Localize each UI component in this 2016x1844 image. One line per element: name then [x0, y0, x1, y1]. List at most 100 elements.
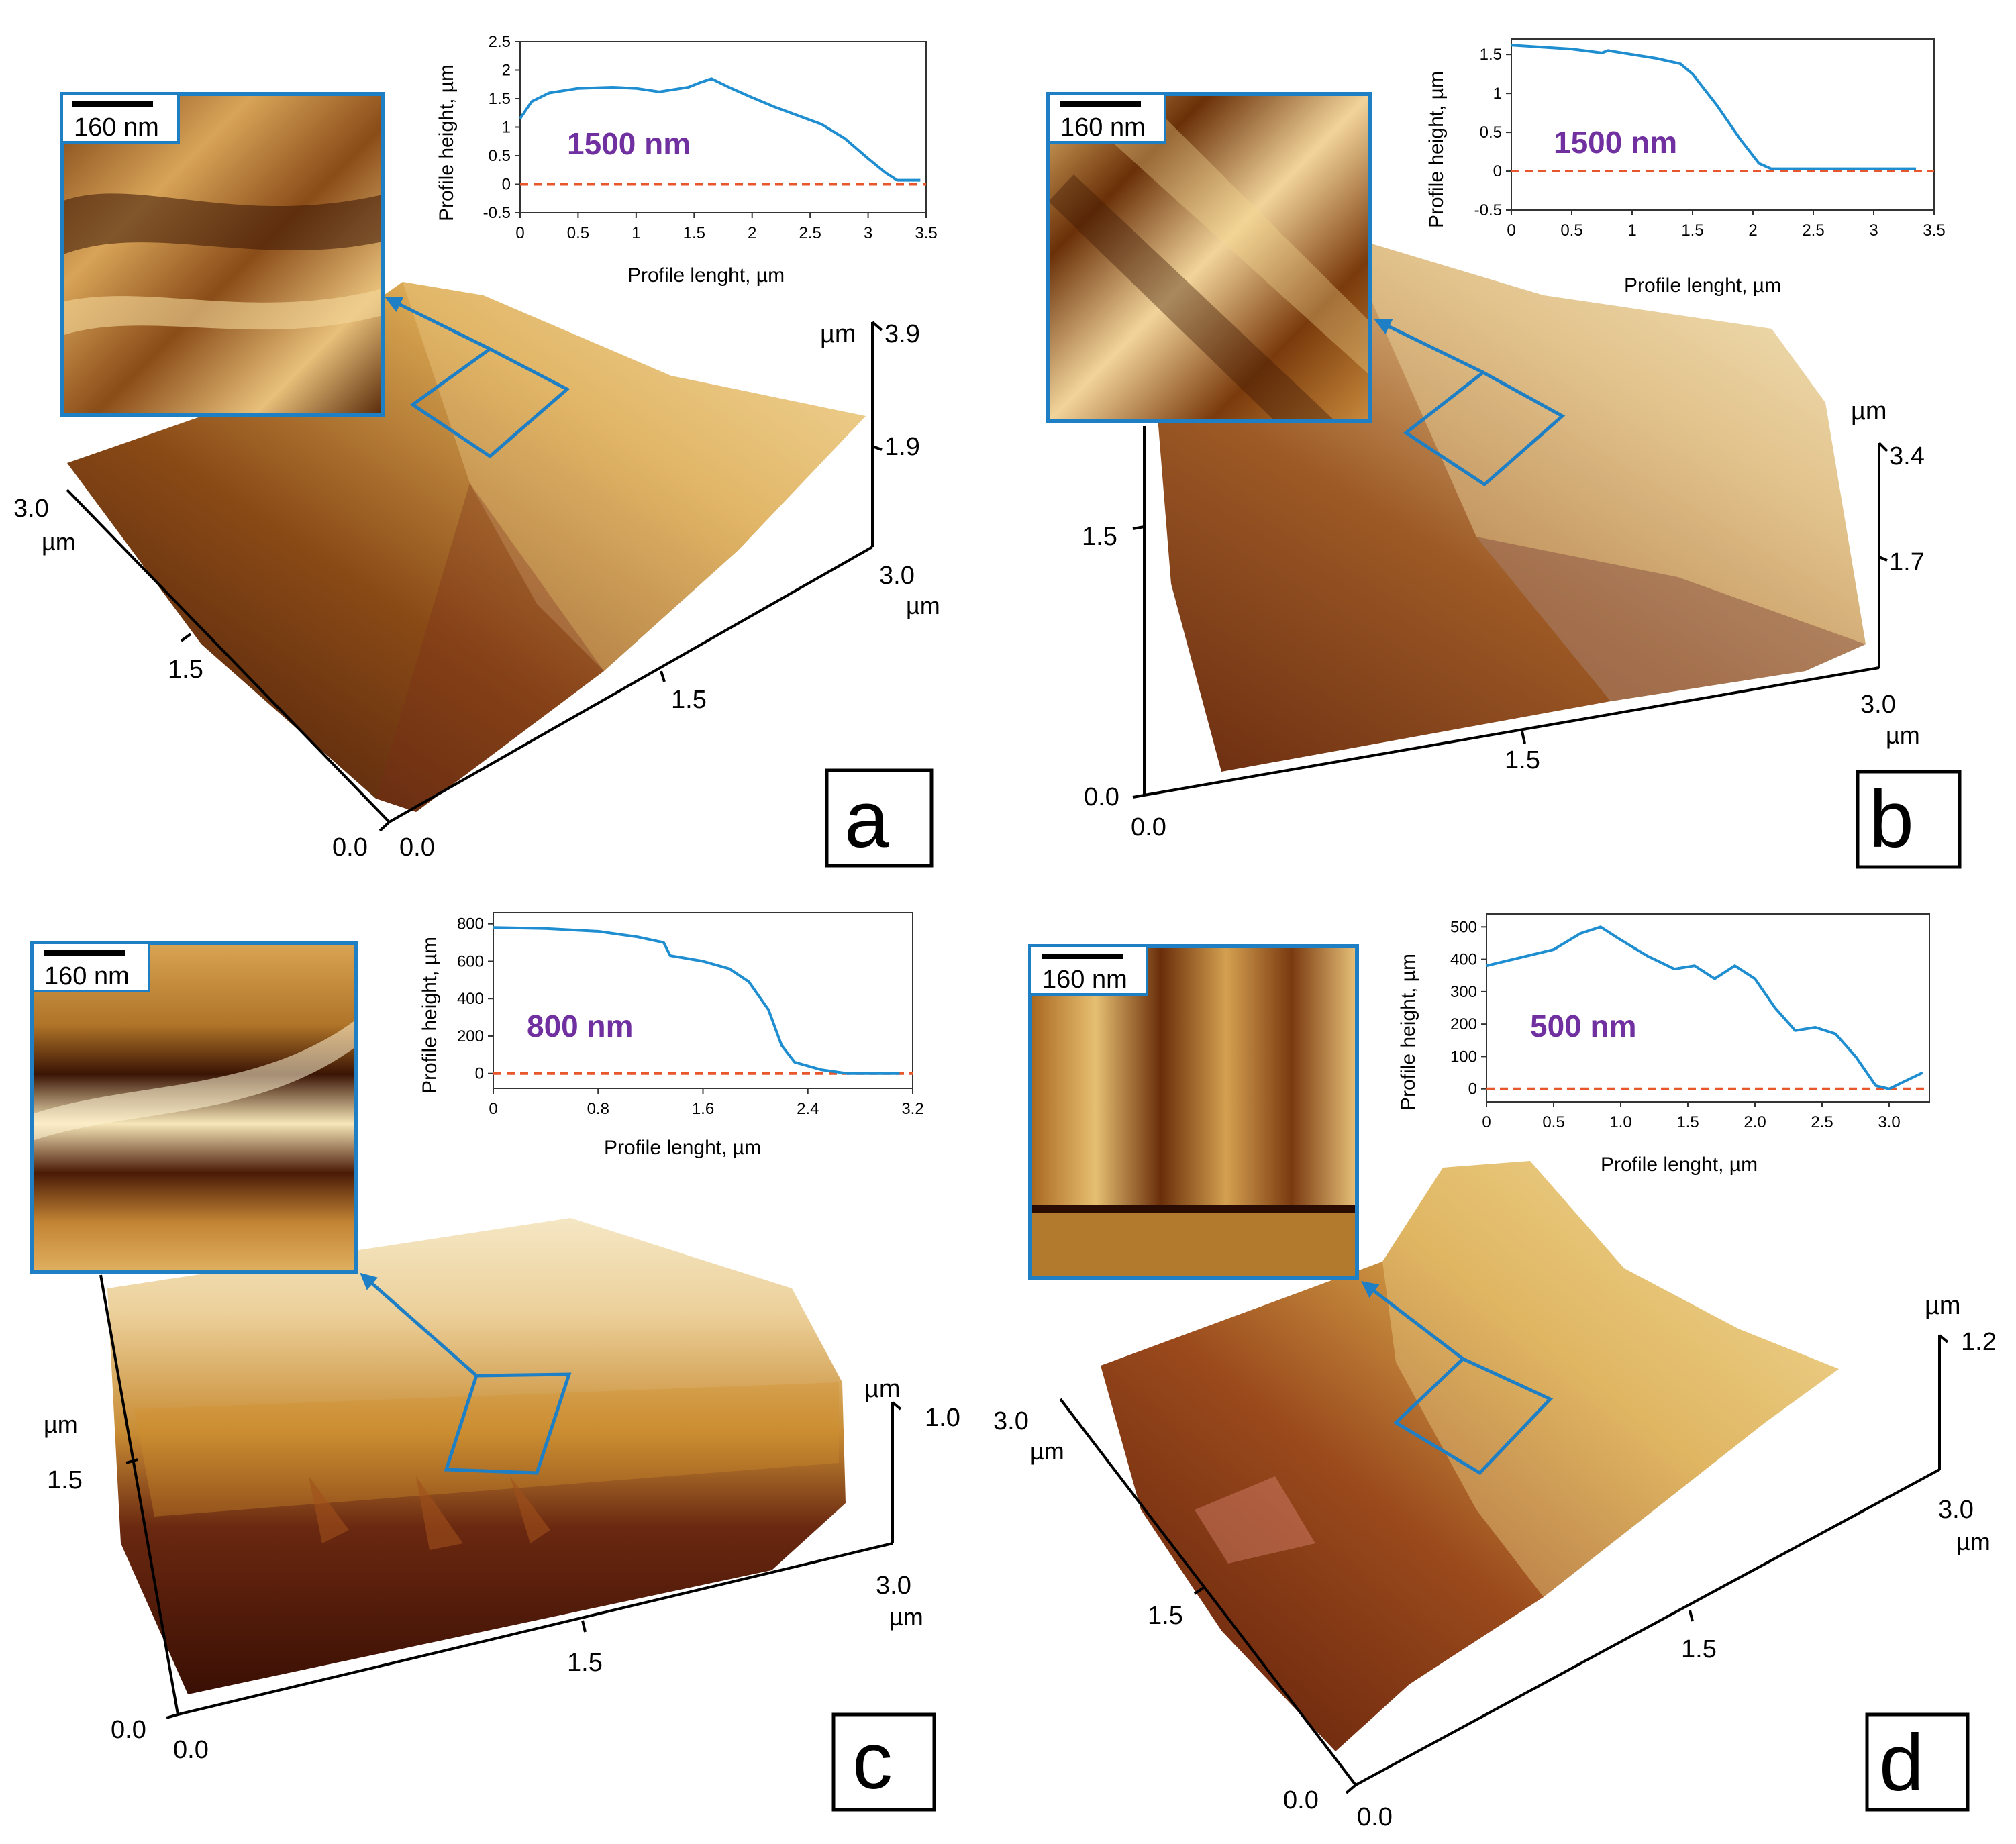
y-axis-label-a: Profile height, µm [436, 64, 458, 221]
x-tick-label-a: 0 [515, 224, 524, 242]
afm-surface-d [1101, 1161, 1839, 1751]
x-zero-a: 0.0 [399, 833, 435, 862]
x-tick-label-a: 0.5 [567, 224, 589, 242]
step-height-label-c: 800 nm [527, 1009, 634, 1043]
scale-bar-label-a: 160 nm [74, 113, 159, 142]
chart-c: 0 0.8 1.6 2.4 3.2 0 200 400 600 800 800 nm Profil… [419, 912, 924, 1159]
inset-image-a [62, 94, 383, 415]
x-end-a: 3.0 [879, 562, 915, 590]
inset-d: 160 nm [1028, 944, 1554, 1476]
chart-d: 0 0.5 1.0 1.5 2.0 2.5 3.0 0 100 200 300 400 500 500 … [1397, 913, 1930, 1176]
panel-b: µm 3.4 1.7 3.0 µm 1.5 1.5 0.0 0.0 160 nm… [1046, 38, 1962, 869]
x-zero-d: 0.0 [1357, 1803, 1393, 1831]
x-tick-label-b: 2 [1748, 221, 1757, 240]
panel-label-a: a [844, 774, 889, 864]
z-mid-b: 1.7 [1889, 548, 1925, 576]
panel-label-d: d [1879, 1718, 1924, 1808]
y-unit-a: µm [42, 528, 76, 556]
y-zero-c: 0.0 [111, 1716, 146, 1744]
scale-bar-label-c: 160 nm [44, 962, 130, 990]
profile-series-line-d [1486, 925, 1923, 1090]
scale-bar-label-b: 160 nm [1060, 113, 1146, 142]
y-tick-label-c: 800 [457, 915, 484, 933]
x-unit-d: µm [1956, 1528, 1990, 1555]
x-tick-label-d: 2.5 [1811, 1113, 1833, 1131]
x-unit-b: µm [1886, 721, 1920, 749]
y-unit-c: µm [44, 1411, 78, 1438]
y-zero-a: 0.0 [332, 833, 368, 862]
scale-bar-label-d: 160 nm [1042, 966, 1127, 994]
y-tick-label-b: -0.5 [1474, 201, 1502, 219]
y-tick-label-d: 200 [1450, 1015, 1477, 1033]
x-tick-label-c: 3.2 [901, 1100, 923, 1118]
x-tick-label-c: 2.4 [797, 1100, 819, 1118]
y-tick-label-d: 0 [1468, 1080, 1477, 1098]
x-end-c: 3.0 [876, 1572, 911, 1600]
y-zero-b: 0.0 [1084, 783, 1119, 811]
chart-b: 0 0.5 1 1.5 2 2.5 3 3.5 -0.5 0 0.5 1 1.5 1500 nm Pro… [1425, 38, 1946, 297]
afm-surface-c [107, 1218, 846, 1694]
y-mid-d: 1.5 [1148, 1602, 1183, 1630]
profile-series-line-b [1511, 44, 1916, 170]
y-tick-label-a: 1.5 [489, 90, 511, 108]
x-axis-label-b: Profile lenght, µm [1624, 274, 1781, 297]
y-tick-label-a: -0.5 [483, 204, 511, 222]
x-axis-label-a: Profile lenght, µm [627, 264, 785, 287]
x-tick-label-a: 2.5 [799, 224, 821, 242]
profile-series-line-c [493, 926, 900, 1075]
x-tick-label-c: 0 [489, 1100, 497, 1118]
x-tick-label-a: 1.5 [683, 224, 705, 242]
x-mid-c: 1.5 [567, 1649, 603, 1677]
x-tick-label-b: 3.5 [1923, 221, 1945, 240]
y-axis-label-b: Profile height, µm [1425, 71, 1448, 228]
axes-3d-a: µm 3.9 1.9 3.0 µm 1.5 0.0 3.0 µm 1.5 0.0 [13, 320, 940, 862]
selection-box-c [444, 1372, 572, 1475]
axes-3d-b: µm 3.4 1.7 3.0 µm 1.5 1.5 0.0 0.0 [1082, 397, 1925, 841]
x-tick-label-d: 0.5 [1542, 1113, 1564, 1131]
y-tick-label-c: 0 [475, 1065, 484, 1083]
z-top-c: 1.0 [925, 1404, 960, 1432]
x-unit-a: µm [906, 592, 940, 619]
selection-box-a [409, 347, 570, 459]
step-height-label-b: 1500 nm [1554, 125, 1677, 160]
y-tick-label-b: 0 [1493, 162, 1502, 181]
step-height-label-d: 500 nm [1530, 1009, 1637, 1043]
x-zero-b: 0.0 [1131, 813, 1166, 841]
panel-d: µm 1.2 3.0 µm 1.5 0.0 3.0 µm 1.5 0.0 160… [993, 913, 1997, 1831]
panel-c: µm 1.0 3.0 µm 1.5 0.0 µm 1.5 0.0 160 nm … [30, 912, 960, 1812]
y-tick-label-a: 0 [502, 176, 511, 194]
inset-arrow-d [1361, 1280, 1464, 1360]
z-top-d: 1.2 [1961, 1328, 1997, 1356]
inset-arrow-a [385, 297, 491, 351]
plot-frame-d [1486, 913, 1930, 1103]
y-tick-label-c: 600 [457, 952, 484, 970]
z-top-a: 3.9 [885, 320, 920, 348]
x-tick-label-a: 3.5 [915, 224, 937, 242]
x-tick-label-b: 1.5 [1681, 221, 1703, 240]
x-zero-c: 0.0 [173, 1736, 209, 1764]
inset-c: 160 nm [30, 941, 572, 1475]
y-tick-label-a: 2 [502, 62, 511, 80]
x-tick-label-b: 3 [1869, 221, 1878, 240]
x-tick-label-d: 1.0 [1609, 1113, 1631, 1131]
x-end-b: 3.0 [1860, 690, 1896, 719]
y-end-a: 3.0 [13, 495, 49, 523]
x-tick-label-b: 0 [1507, 221, 1515, 240]
y-tick-label-c: 200 [457, 1027, 484, 1045]
x-axis-label-c: Profile lenght, µm [604, 1137, 761, 1159]
inset-b: 160 nm [1046, 92, 1566, 487]
x-tick-label-d: 1.5 [1676, 1113, 1699, 1131]
y-axis-label-c: Profile height, µm [419, 937, 441, 1094]
y-zero-d: 0.0 [1283, 1786, 1319, 1814]
y-end-d: 3.0 [993, 1407, 1029, 1435]
y-tick-label-d: 100 [1450, 1047, 1477, 1066]
z-mid-a: 1.9 [885, 433, 920, 461]
z-unit-c: µm [864, 1375, 901, 1403]
selection-box-d [1393, 1357, 1554, 1476]
selection-box-b [1403, 370, 1566, 487]
x-tick-label-a: 1 [632, 224, 640, 242]
plot-frame-b [1511, 38, 1935, 211]
inset-image-b [1048, 94, 1370, 421]
inset-a: 160 nm [60, 92, 570, 459]
